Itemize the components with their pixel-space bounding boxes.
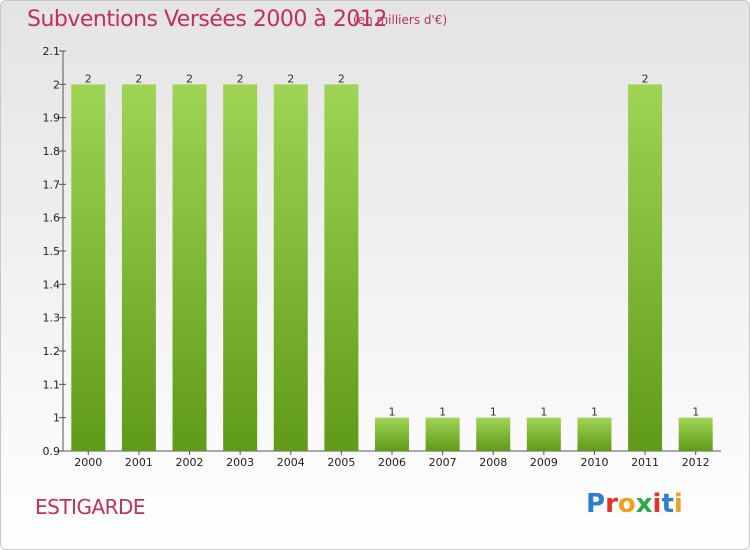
bar: [375, 417, 409, 451]
y-tick-label: 1.9: [43, 112, 61, 125]
bar: [71, 84, 106, 451]
bar: [121, 84, 156, 451]
data-label: 2: [237, 72, 244, 85]
chart-subtitle: (en milliers d'€): [353, 13, 448, 27]
bar: [273, 84, 308, 451]
y-tick-label: 1: [53, 412, 60, 425]
data-label: 1: [591, 406, 598, 419]
data-label: 1: [540, 406, 547, 419]
data-label: 2: [338, 72, 345, 85]
x-tick-label: 2010: [580, 456, 608, 469]
x-tick-label: 2007: [429, 456, 457, 469]
proxiti-logo[interactable]: Proxiti: [586, 489, 683, 519]
commune-name: ESTIGARDE: [35, 495, 146, 519]
data-label: 1: [490, 406, 497, 419]
x-tick-label: 2008: [479, 456, 507, 469]
bar: [476, 417, 511, 451]
logo-letter: i: [673, 489, 683, 519]
data-label: 2: [642, 72, 649, 85]
y-tick-label: 1.8: [43, 145, 61, 158]
x-tick-label: 2011: [631, 456, 659, 469]
data-label: 2: [135, 72, 142, 85]
x-tick-label: 2001: [125, 456, 153, 469]
chart-labels: 2000 2 2001 2 2002 2 2003 2 2004 2 2005 2 2006 1 2007 1…: [74, 72, 709, 469]
bar: [324, 84, 359, 451]
x-tick-label: 2006: [378, 456, 406, 469]
x-tick-label: 2002: [176, 456, 204, 469]
logo-letter: P: [586, 489, 606, 519]
logo-letter: r: [605, 489, 618, 519]
chart-bars: [71, 84, 713, 451]
y-tick-label: 1.7: [43, 178, 61, 191]
bar: [577, 417, 612, 451]
logo-letter: o: [617, 489, 636, 519]
y-tick-label: 1.6: [43, 212, 61, 225]
bar: [425, 417, 460, 451]
x-tick-label: 2005: [327, 456, 355, 469]
data-label: 1: [692, 406, 699, 419]
y-tick-label: 1.5: [43, 245, 61, 258]
x-tick-label: 2004: [277, 456, 305, 469]
data-label: 2: [287, 72, 294, 85]
y-tick-label: 1.3: [43, 312, 61, 325]
chart-title: Subventions Versées 2000 à 2012: [27, 7, 387, 32]
x-tick-label: 2003: [226, 456, 254, 469]
bar: [172, 84, 207, 451]
data-label: 2: [186, 72, 193, 85]
bar: [526, 417, 561, 451]
x-tick-label: 2009: [530, 456, 558, 469]
y-tick-label: 2: [53, 78, 60, 91]
x-tick-label: 2012: [682, 456, 710, 469]
data-label: 2: [85, 72, 92, 85]
y-tick-label: 2.1: [43, 45, 61, 58]
y-tick-label: 1.1: [43, 378, 61, 391]
bar: [678, 417, 713, 451]
y-tick-label: 1.2: [43, 345, 61, 358]
logo-letter: x: [635, 489, 653, 519]
data-label: 1: [439, 406, 446, 419]
logo-letter: t: [661, 489, 674, 519]
y-tick-label: 0.9: [43, 445, 61, 458]
data-label: 1: [389, 406, 396, 419]
logo-letter: i: [652, 489, 662, 519]
bar: [223, 84, 258, 451]
x-tick-label: 2000: [74, 456, 102, 469]
y-tick-label: 1.4: [43, 278, 61, 291]
bar: [628, 84, 663, 451]
